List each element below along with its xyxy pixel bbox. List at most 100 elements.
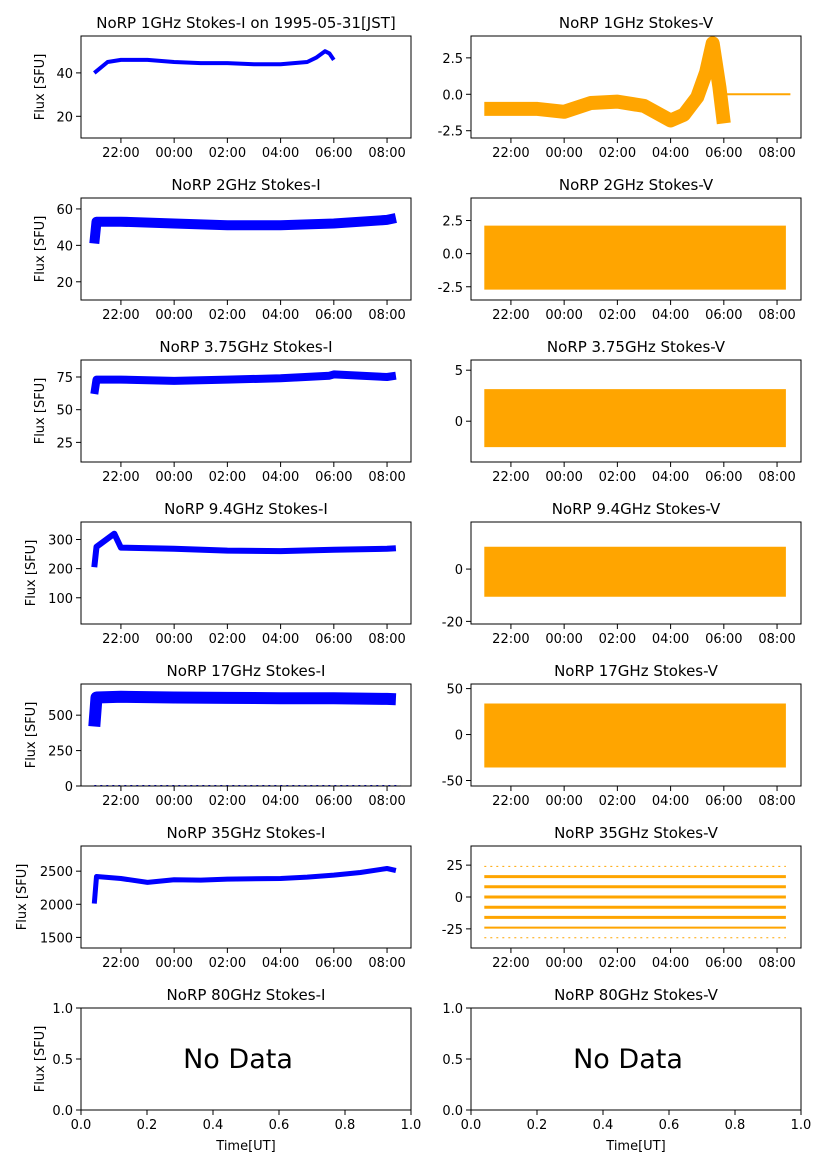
x-tick-label: 00:00	[155, 308, 192, 323]
x-tick-label: 00:00	[155, 146, 192, 161]
x-tick-label: 08:00	[758, 308, 795, 323]
y-axis-label: Flux [SFU]	[33, 216, 48, 283]
panel-title: NoRP 2GHz Stokes-V	[559, 176, 714, 194]
no-data-text: No Data	[573, 1044, 683, 1075]
y-tick-label: 50	[56, 404, 73, 419]
x-tick-label: 00:00	[545, 470, 582, 485]
x-tick-label: 04:00	[262, 308, 299, 323]
x-tick-label: 06:00	[705, 794, 742, 809]
x-tick-label: 08:00	[758, 794, 795, 809]
x-tick-label: 0.4	[593, 1118, 614, 1133]
y-tick-label: 5	[455, 364, 463, 379]
x-tick-label: 00:00	[155, 956, 192, 971]
axes-frame	[80, 521, 412, 625]
y-tick-label: 0	[65, 780, 73, 795]
axes-frame	[80, 197, 412, 301]
y-tick-label: 0	[455, 563, 463, 578]
x-tick-label: 08:00	[368, 956, 405, 971]
axes-frame	[80, 35, 412, 139]
panel-35GHz-V: NoRP 35GHz Stokes-V 22:00 00:00 02:00 04:00 0…	[442, 824, 802, 971]
y-axis-label: Flux [SFU]	[24, 540, 39, 607]
y-tick-label: 50	[446, 683, 463, 698]
x-tick-label: 0.6	[269, 1118, 290, 1133]
x-tick-label: 08:00	[758, 470, 795, 485]
y-tick-label: 300	[48, 533, 73, 548]
x-tick-label: 04:00	[652, 794, 689, 809]
x-tick-label: 04:00	[262, 632, 299, 647]
axes-frame	[470, 683, 802, 787]
panel-title: NoRP 35GHz Stokes-V	[554, 824, 719, 842]
y-tick-label: 0.0	[52, 1104, 73, 1119]
x-tick-label: 04:00	[652, 470, 689, 485]
x-tick-label: 0.0	[461, 1118, 482, 1133]
x-tick-label: 02:00	[209, 470, 246, 485]
data-series-0	[91, 866, 397, 904]
x-tick-label: 00:00	[155, 632, 192, 647]
panel-80GHz-V: NoRP 80GHz Stokes-V Time[UT] 0.0 0.2 0.4 0.6 0…	[442, 986, 811, 1154]
y-tick-label: -20	[442, 615, 463, 630]
x-tick-label: 02:00	[599, 146, 636, 161]
x-tick-label: 0.2	[527, 1118, 548, 1133]
x-tick-label: 04:00	[262, 956, 299, 971]
x-tick-label: 22:00	[102, 146, 139, 161]
y-tick-label: 75	[56, 371, 73, 386]
x-tick-label: 08:00	[368, 632, 405, 647]
x-tick-label: 22:00	[102, 632, 139, 647]
x-tick-label: 06:00	[705, 470, 742, 485]
x-tick-label: 00:00	[545, 632, 582, 647]
panel-title: NoRP 1GHz Stokes-V	[559, 14, 714, 32]
axes-frame	[470, 35, 802, 139]
x-tick-label: 22:00	[492, 146, 529, 161]
panel-title: NoRP 1GHz Stokes-I on 1995-05-31[JST]	[96, 14, 396, 32]
x-tick-label: 0.4	[203, 1118, 224, 1133]
no-data-text: No Data	[183, 1044, 293, 1075]
panel-title: NoRP 35GHz Stokes-I	[167, 824, 326, 842]
y-tick-label: 200	[48, 563, 73, 578]
x-tick-label: 02:00	[599, 632, 636, 647]
axes-frame	[80, 845, 412, 949]
x-tick-label: 00:00	[545, 308, 582, 323]
x-tick-label: 00:00	[155, 470, 192, 485]
x-tick-label: 22:00	[102, 956, 139, 971]
panel-title: NoRP 3.75GHz Stokes-I	[159, 338, 332, 356]
axes-frame	[80, 359, 412, 463]
y-tick-label: 0	[455, 729, 463, 744]
x-tick-label: 02:00	[599, 956, 636, 971]
x-tick-label: 04:00	[262, 794, 299, 809]
panel-title: NoRP 80GHz Stokes-V	[554, 986, 719, 1004]
x-tick-label: 0.2	[137, 1118, 158, 1133]
x-tick-label: 06:00	[315, 146, 352, 161]
axes-frame	[470, 1007, 802, 1111]
x-tick-label: 22:00	[492, 794, 529, 809]
y-tick-label: 40	[56, 67, 73, 82]
x-tick-label: 06:00	[705, 632, 742, 647]
x-tick-label: 06:00	[705, 308, 742, 323]
x-tick-label: 08:00	[758, 956, 795, 971]
x-tick-label: 00:00	[545, 956, 582, 971]
y-tick-label: 0.5	[52, 1053, 73, 1068]
y-tick-label: 1.0	[52, 1002, 73, 1017]
x-tick-label: 06:00	[315, 308, 352, 323]
x-tick-label: 08:00	[368, 308, 405, 323]
x-tick-label: 0.6	[659, 1118, 680, 1133]
panel-3.75GHz-I: NoRP 3.75GHz Stokes-I Flux [SFU] 22:00 00:0…	[33, 338, 412, 485]
x-tick-label: 22:00	[492, 308, 529, 323]
x-axis-label: Time[UT]	[215, 1139, 275, 1154]
axes-frame	[470, 197, 802, 301]
axes-frame	[470, 845, 802, 949]
x-tick-label: 0.8	[335, 1118, 356, 1133]
y-tick-label: -2.5	[438, 281, 463, 296]
x-tick-label: 04:00	[652, 146, 689, 161]
y-tick-label: 25	[446, 859, 463, 874]
y-tick-label: 20	[56, 276, 73, 291]
panel-title: NoRP 17GHz Stokes-I	[167, 662, 326, 680]
y-tick-label: 0.5	[442, 1053, 463, 1068]
y-axis-label: Flux [SFU]	[24, 702, 39, 769]
panel-1GHz-V: NoRP 1GHz Stokes-V 22:00 00:00 02:00 04:00 06…	[438, 14, 802, 161]
x-tick-label: 08:00	[368, 794, 405, 809]
y-axis-label: Flux [SFU]	[33, 54, 48, 121]
x-tick-label: 02:00	[599, 308, 636, 323]
x-tick-label: 08:00	[758, 632, 795, 647]
x-tick-label: 04:00	[652, 308, 689, 323]
y-tick-label: -25	[442, 923, 463, 938]
